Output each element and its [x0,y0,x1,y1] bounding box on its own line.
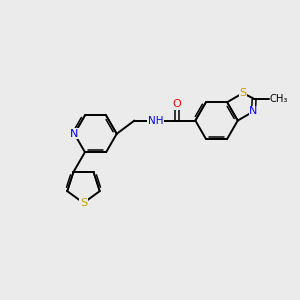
Text: NH: NH [148,116,163,126]
Text: N: N [249,106,258,116]
Text: S: S [80,198,87,208]
Text: N: N [70,129,79,139]
Text: S: S [239,88,247,98]
Text: CH₃: CH₃ [270,94,288,104]
Text: O: O [172,99,181,110]
